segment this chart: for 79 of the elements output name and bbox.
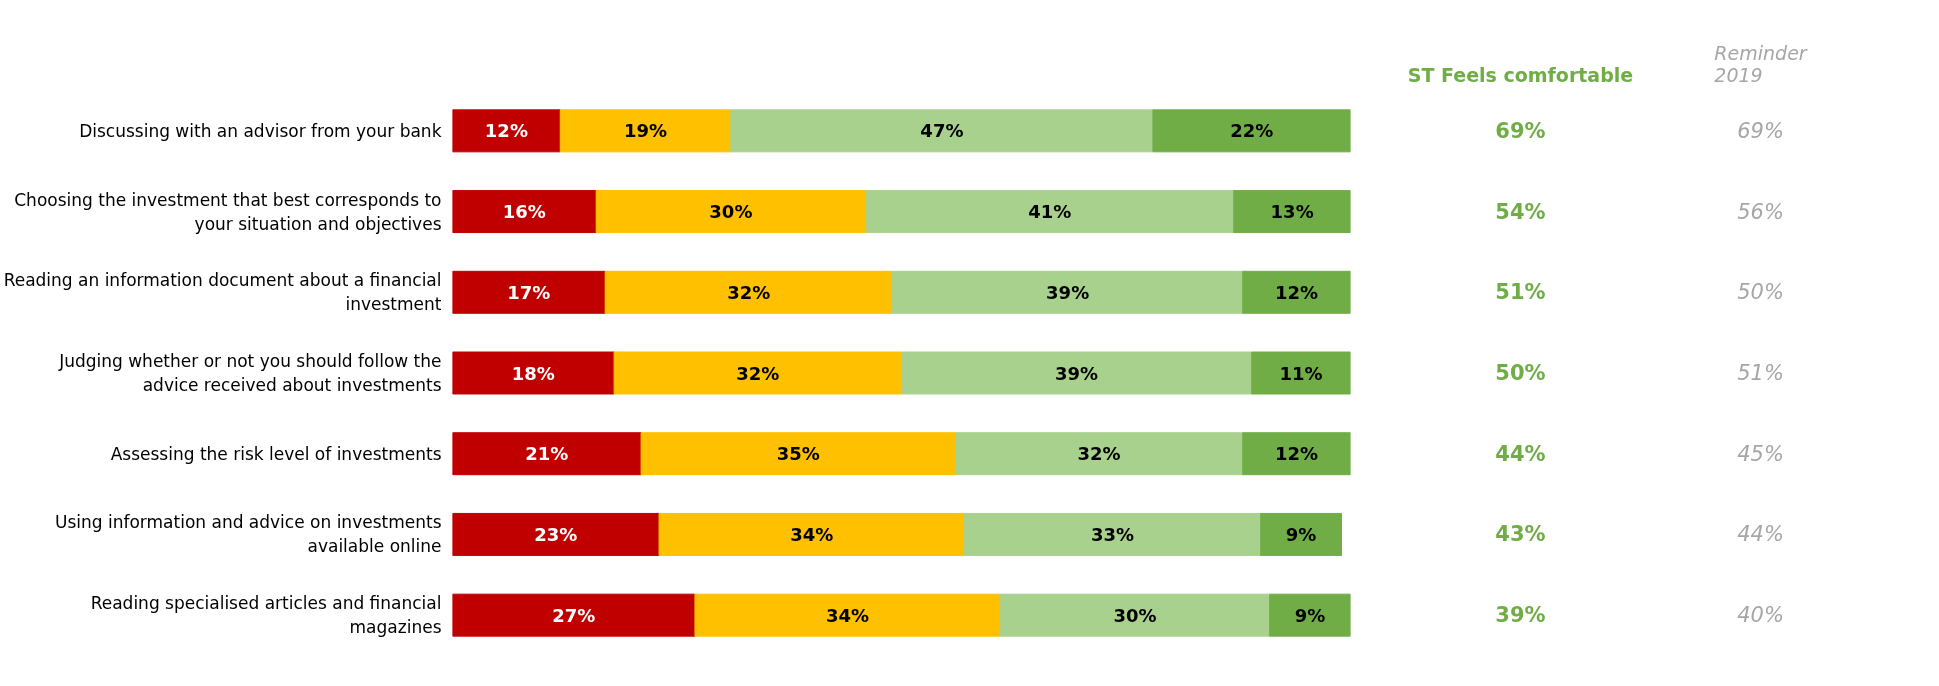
data-label: 12% xyxy=(484,120,528,142)
data-label: 22% xyxy=(1230,120,1274,142)
bar xyxy=(865,190,1235,234)
data-label: 35% xyxy=(776,443,820,465)
bar xyxy=(604,270,894,314)
data-label: 13% xyxy=(1270,201,1314,223)
data-label: 30% xyxy=(709,201,753,223)
y-tick-label: Reading specialised articles and financial magazines xyxy=(90,593,442,638)
bar xyxy=(452,512,660,556)
bar xyxy=(892,270,1244,314)
text: 54% xyxy=(1495,199,1546,224)
y-tick-label: Assessing the risk level of investments xyxy=(110,443,442,464)
bar xyxy=(640,432,956,476)
text: 44% xyxy=(1737,522,1784,547)
bar xyxy=(694,593,1001,637)
text: 69% xyxy=(1495,118,1546,143)
bar xyxy=(452,190,597,234)
data-label: 12% xyxy=(1275,443,1319,465)
data-label: 18% xyxy=(511,362,555,384)
bar xyxy=(901,351,1253,395)
bar xyxy=(559,109,732,153)
bar xyxy=(999,593,1271,637)
data-label: 11% xyxy=(1279,362,1323,384)
y-tick-label: Reading an information document about a financial investment xyxy=(3,270,442,315)
bar xyxy=(452,270,606,314)
bar xyxy=(730,109,1154,153)
data-label: 30% xyxy=(1113,604,1157,626)
data-label: 34% xyxy=(826,604,870,626)
text: 43% xyxy=(1495,522,1546,547)
bar xyxy=(658,512,965,556)
data-label: 27% xyxy=(552,604,596,626)
data-label: 39% xyxy=(1046,281,1090,303)
data-label: 39% xyxy=(1055,362,1099,384)
data-label: 32% xyxy=(1077,443,1121,465)
text: 39% xyxy=(1495,603,1546,628)
data-label: 32% xyxy=(736,362,780,384)
data-label: 16% xyxy=(502,201,546,223)
data-label: 33% xyxy=(1090,523,1135,545)
data-label: 34% xyxy=(790,523,834,545)
data-label: 21% xyxy=(525,443,569,465)
bar xyxy=(613,351,902,395)
data-label: 23% xyxy=(534,523,578,545)
y-tick-label: Discussing with an advisor from your bank xyxy=(79,120,442,141)
text: 69% xyxy=(1737,118,1784,143)
bar xyxy=(1260,512,1343,556)
text: 51% xyxy=(1495,280,1546,305)
data-label: 9% xyxy=(1285,523,1317,545)
bar xyxy=(452,432,642,476)
data-label: 47% xyxy=(920,120,964,142)
bar xyxy=(1233,190,1351,234)
text: 50% xyxy=(1737,280,1784,305)
data-label: 32% xyxy=(727,281,771,303)
bar xyxy=(595,190,867,234)
bar xyxy=(452,593,696,637)
text: Reminder 2019 xyxy=(1714,41,1808,86)
y-tick-label: Choosing the investment that best corresponds to your situation and objectives xyxy=(14,189,442,234)
text: 45% xyxy=(1737,441,1784,466)
data-label: 12% xyxy=(1275,281,1319,303)
bar xyxy=(1269,593,1351,637)
text: 44% xyxy=(1495,441,1546,466)
y-tick-label: Judging whether or not you should follow the advice received about investments xyxy=(58,351,442,395)
y-tick-label: Using information and advice on investments available online xyxy=(54,512,442,557)
bar xyxy=(1152,109,1351,153)
text: 50% xyxy=(1495,361,1546,385)
text: 40% xyxy=(1737,603,1784,628)
bar xyxy=(963,512,1262,556)
text: 51% xyxy=(1737,361,1784,385)
data-label: 19% xyxy=(624,120,668,142)
data-label: 41% xyxy=(1028,201,1072,223)
bar xyxy=(954,432,1244,476)
bar xyxy=(452,351,615,395)
data-label: 9% xyxy=(1294,604,1326,626)
bar xyxy=(1242,270,1351,314)
text: ST Feels comfortable xyxy=(1407,63,1634,86)
bar xyxy=(1251,351,1351,395)
bar xyxy=(452,109,561,153)
text: 56% xyxy=(1737,199,1784,224)
bar xyxy=(1242,432,1351,476)
data-label: 17% xyxy=(507,281,551,303)
